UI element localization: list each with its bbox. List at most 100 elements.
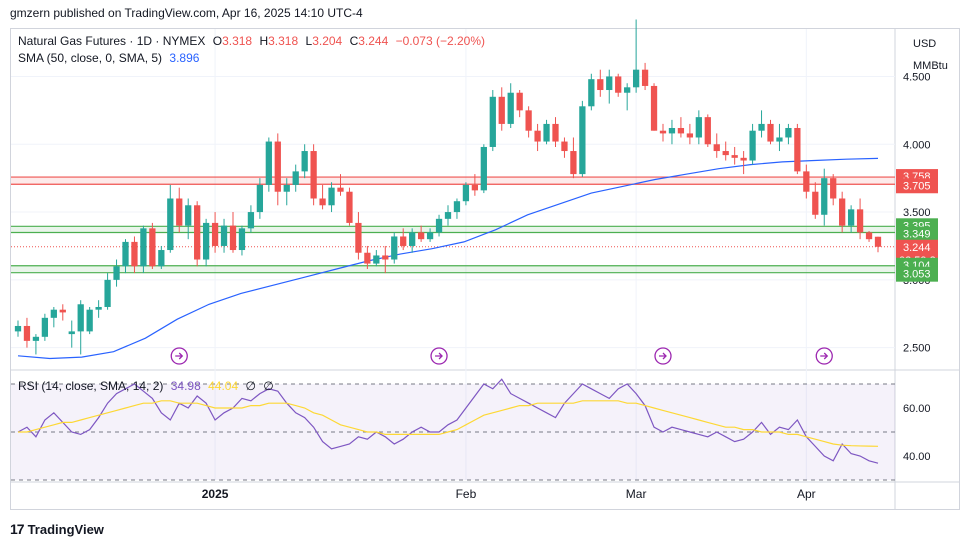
candle	[624, 83, 631, 111]
candle	[856, 198, 864, 240]
candle	[865, 231, 873, 242]
candle-body	[677, 127, 685, 134]
candle	[686, 123, 694, 145]
low-value: 3.204	[312, 34, 343, 48]
candle-body	[480, 146, 487, 191]
candle-body	[220, 225, 228, 246]
candle-body	[686, 133, 694, 138]
candle	[149, 222, 156, 270]
candle-body	[713, 144, 720, 152]
currency-unit[interactable]: USD MMBtu	[905, 33, 960, 73]
candle-body	[355, 222, 362, 253]
candle-body	[319, 198, 326, 206]
candle-body	[167, 198, 174, 251]
close-value: 3.244	[358, 34, 389, 48]
candle	[606, 69, 613, 104]
price-axis-tag-value: 3.705	[903, 180, 931, 192]
candle-body	[50, 309, 57, 318]
candle	[650, 83, 658, 131]
candle	[632, 19, 640, 93]
candle	[812, 182, 819, 219]
candle-body	[758, 123, 765, 131]
candle-body	[328, 187, 335, 206]
candle	[364, 245, 371, 270]
candle	[444, 205, 452, 226]
candle-body	[95, 306, 102, 310]
resistance-zone	[11, 177, 895, 185]
candle-body	[301, 151, 308, 172]
candle-body	[292, 171, 299, 185]
candle-body	[561, 141, 568, 152]
candle	[641, 62, 649, 91]
candle	[59, 304, 66, 321]
candle	[570, 137, 577, 179]
sma-label[interactable]: SMA (50, close, 0, SMA, 5)	[18, 51, 163, 65]
candle-body	[624, 87, 631, 93]
price-axis-tag-bg	[896, 178, 938, 194]
candle	[337, 174, 344, 196]
sma-value: 3.896	[169, 51, 200, 65]
candle-body	[471, 184, 479, 191]
candle	[50, 306, 57, 328]
candle-body	[489, 96, 496, 147]
candle-body	[839, 198, 846, 226]
candle-body	[632, 69, 640, 88]
time-tick-label: Feb	[456, 487, 477, 501]
candle	[355, 212, 362, 260]
candle-body	[704, 117, 711, 145]
candle	[400, 228, 407, 251]
candle	[238, 225, 246, 256]
candle-body	[641, 69, 649, 86]
brand-label: TradingView	[27, 521, 104, 537]
price-axis-tag-bg	[896, 226, 938, 242]
candle-body	[247, 212, 255, 229]
candle-body	[337, 187, 344, 192]
candle	[14, 320, 22, 337]
candle	[310, 144, 317, 206]
candle	[185, 198, 192, 240]
candle	[552, 117, 559, 147]
candle-body	[812, 191, 819, 215]
candle-body	[104, 279, 111, 307]
candle-body	[498, 96, 505, 124]
candle	[534, 123, 541, 152]
candle-body	[256, 184, 264, 213]
candle-body	[176, 198, 183, 226]
candle-body	[59, 309, 66, 313]
rsi-legend: RSI (14, close, SMA, 14, 2) 34.98 44.04 …	[18, 379, 278, 393]
candle	[283, 178, 290, 206]
candle	[453, 198, 461, 219]
candle-body	[659, 130, 667, 134]
candle	[758, 110, 765, 138]
high-label: H	[259, 34, 269, 48]
candle	[615, 73, 622, 97]
rsi-line	[17, 378, 879, 464]
price-axis-tag: 3.349	[896, 226, 938, 242]
candle-body	[131, 241, 138, 267]
candle	[265, 137, 272, 192]
candle-body	[211, 222, 219, 246]
candle-body	[382, 255, 389, 260]
candle	[579, 100, 586, 177]
tradingview-logo-icon: 17	[10, 521, 25, 537]
candle-body	[41, 317, 49, 337]
candle-body	[525, 110, 532, 131]
time-tick-label: 2025	[202, 487, 229, 501]
candle	[211, 212, 219, 253]
brand-footer[interactable]: 17 TradingView	[10, 521, 104, 537]
candle	[86, 306, 93, 335]
candle	[704, 114, 711, 147]
rsi-label[interactable]: RSI (14, close, SMA, 14, 2)	[18, 379, 164, 393]
candle-body	[274, 141, 281, 192]
symbol-label[interactable]: Natural Gas Futures · 1D · NYMEX	[18, 34, 206, 48]
candle	[435, 214, 443, 237]
candle-body	[579, 106, 586, 175]
candle-body	[265, 141, 272, 185]
candle-body	[847, 209, 855, 226]
candle-body	[570, 151, 577, 175]
candle	[471, 174, 479, 196]
candle-body	[650, 85, 658, 131]
candle	[202, 218, 210, 267]
candle-body	[202, 222, 210, 260]
